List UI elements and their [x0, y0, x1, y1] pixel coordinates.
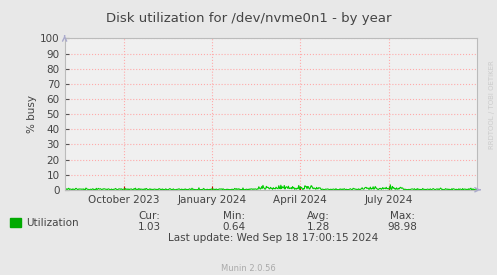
Text: 0.64: 0.64 — [222, 222, 245, 232]
Text: Munin 2.0.56: Munin 2.0.56 — [221, 264, 276, 273]
Text: 1.03: 1.03 — [138, 222, 161, 232]
Text: Last update: Wed Sep 18 17:00:15 2024: Last update: Wed Sep 18 17:00:15 2024 — [168, 233, 379, 243]
Text: 98.98: 98.98 — [388, 222, 417, 232]
Text: Cur:: Cur: — [138, 211, 160, 221]
Text: Avg:: Avg: — [307, 211, 330, 221]
Text: Utilization: Utilization — [26, 218, 79, 228]
Text: RRDTOOL / TOBI OETIKER: RRDTOOL / TOBI OETIKER — [489, 60, 495, 149]
Text: 1.28: 1.28 — [307, 222, 330, 232]
Y-axis label: % busy: % busy — [27, 95, 37, 133]
Text: Disk utilization for /dev/nvme0n1 - by year: Disk utilization for /dev/nvme0n1 - by y… — [106, 12, 391, 25]
Text: Min:: Min: — [223, 211, 245, 221]
Text: Max:: Max: — [390, 211, 415, 221]
